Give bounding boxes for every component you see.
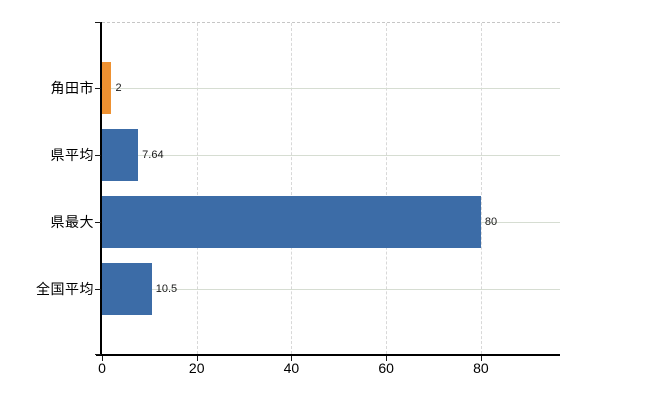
y-tick <box>95 222 101 223</box>
x-tick <box>291 356 293 361</box>
bar-value-label: 2 <box>115 82 122 94</box>
y-tick <box>95 289 101 290</box>
category-label-kakuda-city: 角田市 <box>50 80 94 96</box>
category-gridline <box>102 88 560 89</box>
y-axis-end-tick <box>95 354 101 355</box>
bar-pref-average <box>102 129 139 181</box>
bar-row: 10.5 <box>102 263 560 315</box>
x-tick-label: 0 <box>98 360 106 376</box>
category-label-national-average: 全国平均 <box>36 281 94 297</box>
vertical-gridline <box>480 23 482 354</box>
plot-top-border <box>102 22 560 23</box>
category-gridline <box>102 289 560 290</box>
vertical-gridline <box>196 23 198 354</box>
y-tick <box>95 88 101 89</box>
vertical-gridline <box>291 23 293 354</box>
bar-value-label: 7.64 <box>142 149 164 161</box>
bar-value-label: 10.5 <box>155 283 178 295</box>
x-tick <box>196 356 198 361</box>
y-axis-line <box>100 22 102 354</box>
x-tick-label: 20 <box>188 360 205 376</box>
bar-kakuda-city <box>102 62 112 114</box>
x-tick <box>102 356 103 361</box>
x-tick-label: 80 <box>473 360 489 376</box>
bar-row: 80 <box>102 196 560 248</box>
bar-national-average <box>102 263 152 315</box>
vertical-gridline <box>386 23 388 354</box>
x-tick-label: 60 <box>378 360 394 376</box>
bar-row: 2 <box>102 62 560 114</box>
x-tick <box>386 356 388 361</box>
category-label-pref-average: 県平均 <box>50 147 94 163</box>
category-gridline <box>102 155 560 156</box>
bar-value-label: 80 <box>484 216 498 228</box>
x-tick-label: 40 <box>283 360 300 376</box>
bar-pref-max <box>102 196 481 248</box>
y-tick <box>95 155 101 156</box>
y-axis-end-tick <box>95 22 101 23</box>
x-tick <box>480 356 482 361</box>
category-label-pref-max: 県最大 <box>50 214 94 230</box>
x-axis-line <box>96 354 560 356</box>
bar-row: 7.64 <box>102 129 560 181</box>
